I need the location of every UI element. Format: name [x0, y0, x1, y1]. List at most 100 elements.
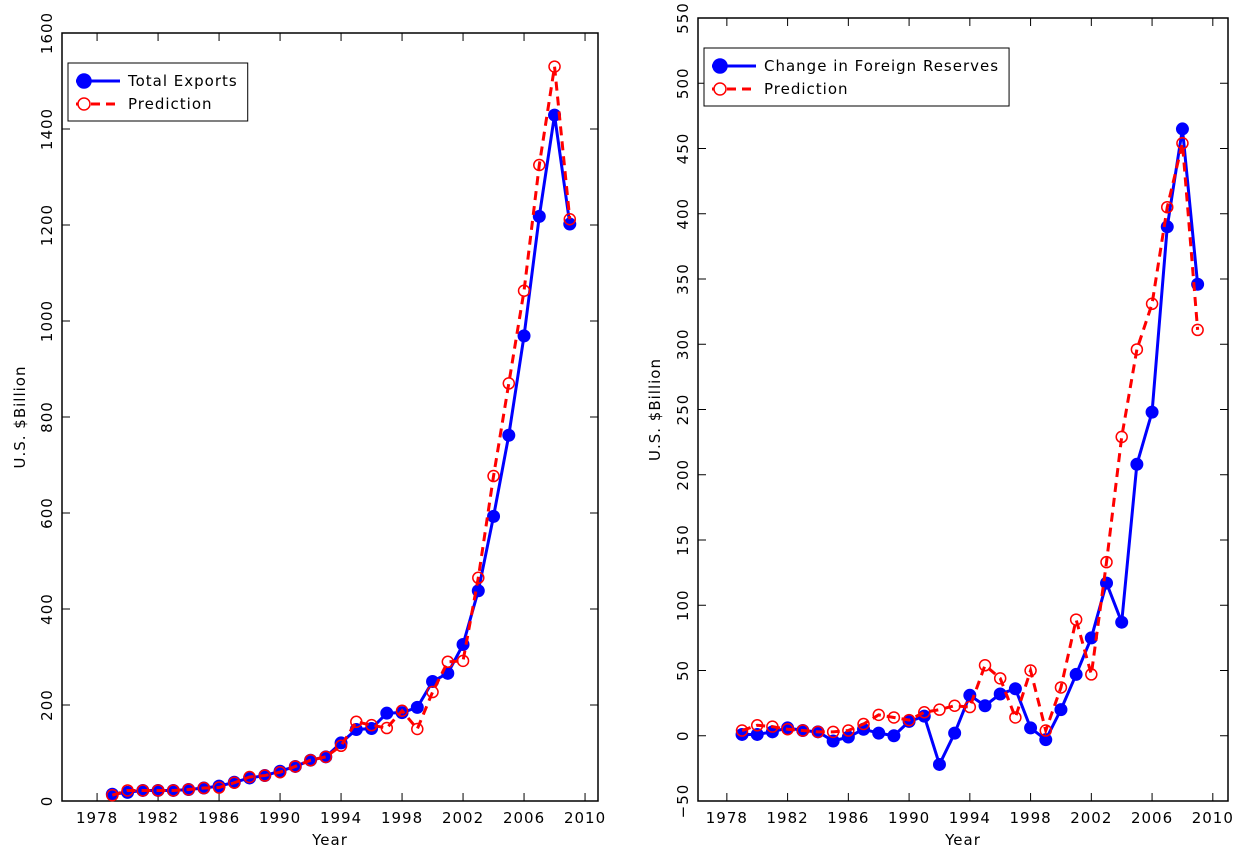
x-axis-label: Year: [944, 831, 981, 849]
data-point: [289, 760, 302, 773]
data-point: [395, 704, 409, 718]
data-point: [426, 685, 439, 699]
data-point: [517, 329, 531, 343]
legend-label: Prediction: [128, 95, 213, 113]
data-point: [533, 158, 546, 172]
chart-panel: 1978 1982 1986 1990 1994 1998 2002 2006 2010 −50 0…: [646, 2, 1233, 849]
data-point: [410, 700, 424, 714]
x-tick-label: 1982: [767, 809, 809, 827]
data-point: [1009, 711, 1022, 724]
data-point: [197, 781, 211, 795]
y-tick-label: 500: [674, 67, 692, 99]
data-point: [918, 706, 931, 719]
y-tick-label: 1600: [38, 12, 56, 54]
data-point: [167, 784, 180, 797]
data-point: [136, 784, 150, 797]
data-point: [887, 729, 901, 743]
x-tick-label: 1990: [888, 809, 930, 827]
data-point: [948, 726, 962, 740]
legend-marker: [713, 82, 727, 96]
data-point: [502, 377, 516, 390]
legend-label: Prediction: [764, 80, 849, 98]
data-point: [380, 706, 394, 720]
legend-frame: [67, 62, 249, 122]
data-point: [826, 734, 840, 748]
data-point: [932, 757, 946, 771]
x-tick-label: 1986: [827, 809, 869, 827]
data-point: [350, 715, 363, 729]
y-tick-label: 1200: [38, 204, 56, 246]
data-point: [487, 509, 501, 523]
data-point: [963, 700, 977, 714]
data-point: [1115, 430, 1128, 444]
data-point: [563, 212, 577, 226]
legend-frame: [703, 47, 1010, 107]
data-point: [978, 699, 992, 713]
series-line: [741, 142, 1200, 736]
chart-panel: 1978 1982 1986 1990 1994 1998 2002 2006 2010 0 200…: [11, 12, 605, 849]
y-tick-label: −50: [674, 784, 692, 819]
legend-marker: [76, 73, 92, 89]
data-point: [1145, 297, 1159, 311]
x-tick-label: 2002: [442, 809, 484, 827]
data-point: [243, 770, 256, 784]
data-point: [750, 727, 764, 741]
data-point: [548, 60, 561, 73]
data-point: [532, 209, 546, 223]
data-point: [1024, 664, 1037, 677]
y-tick-label: 600: [38, 497, 56, 529]
data-point: [842, 724, 855, 737]
data-point: [1054, 703, 1068, 717]
x-tick-label: 2006: [503, 809, 545, 827]
data-point: [380, 721, 394, 735]
legend: Change in Foreign Reserves Prediction: [703, 47, 1010, 107]
data-point: [872, 708, 885, 722]
data-point: [334, 739, 348, 753]
data-point: [978, 659, 992, 672]
y-tick-label: 300: [674, 328, 692, 360]
y-tick-label: 350: [674, 263, 692, 295]
data-point: [517, 284, 531, 298]
data-point: [1145, 405, 1159, 419]
data-point: [212, 781, 226, 794]
legend-label: Total Exports: [127, 72, 238, 90]
data-point: [304, 753, 317, 767]
y-tick-label: 200: [38, 689, 56, 721]
legend-label: Change in Foreign Reserves: [764, 57, 999, 75]
x-tick-label: 1998: [1009, 809, 1051, 827]
data-point: [319, 750, 333, 764]
data-point: [1039, 724, 1053, 737]
series-line: [111, 66, 572, 797]
y-tick-label: 50: [674, 660, 692, 681]
data-point: [1100, 555, 1113, 569]
data-point: [121, 784, 134, 797]
data-point: [1175, 122, 1189, 136]
y-tick-label: 200: [674, 459, 692, 491]
data-point: [735, 727, 749, 741]
x-tick-label: 1978: [706, 809, 748, 827]
data-point: [411, 722, 424, 736]
data-point: [1130, 457, 1144, 471]
x-tick-label: 1982: [137, 809, 179, 827]
y-tick-label: 800: [38, 401, 56, 433]
x-axis-label: Year: [311, 831, 348, 849]
data-point: [1115, 615, 1129, 629]
data-point: [993, 687, 1007, 701]
data-point: [502, 428, 516, 442]
data-point: [1069, 667, 1083, 681]
data-point: [182, 783, 195, 796]
data-point: [933, 703, 946, 716]
data-point: [1008, 682, 1022, 696]
data-point: [750, 719, 764, 732]
y-tick-label: 0: [674, 730, 692, 741]
x-tick-label: 1994: [320, 809, 362, 827]
series-line: [112, 114, 572, 796]
y-tick-label: 100: [674, 589, 692, 621]
data-point: [456, 654, 470, 668]
data-point: [857, 717, 870, 731]
y-tick-label: 150: [674, 524, 692, 556]
data-point: [1054, 681, 1068, 694]
data-point: [1191, 323, 1204, 337]
data-point: [902, 713, 916, 727]
data-point: [1130, 343, 1144, 356]
